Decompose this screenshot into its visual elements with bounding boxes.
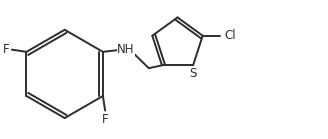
Text: F: F xyxy=(102,113,109,126)
Text: Cl: Cl xyxy=(224,29,236,42)
Text: F: F xyxy=(3,43,10,56)
Text: S: S xyxy=(189,67,197,80)
Text: NH: NH xyxy=(117,43,134,56)
